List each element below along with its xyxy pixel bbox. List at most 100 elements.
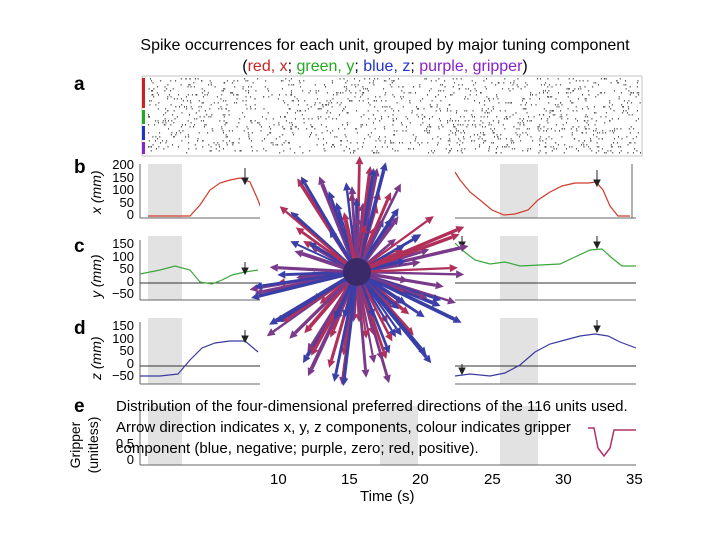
spike <box>223 116 225 118</box>
spike <box>632 152 634 154</box>
x-tick: 25 <box>484 471 501 488</box>
spike <box>326 112 328 114</box>
spike <box>317 138 319 140</box>
spike <box>242 88 244 90</box>
spike <box>242 112 244 114</box>
spike <box>638 92 640 94</box>
spike <box>343 108 345 110</box>
spike <box>485 110 487 112</box>
spike <box>258 122 260 124</box>
spike <box>315 134 317 136</box>
spike <box>204 90 206 92</box>
spike <box>377 78 379 80</box>
spike <box>450 130 452 132</box>
spike <box>421 114 423 116</box>
spike <box>509 102 511 104</box>
spike <box>570 92 572 94</box>
spike <box>186 108 188 110</box>
spike <box>197 140 198 142</box>
spike <box>450 148 452 150</box>
spike <box>285 78 287 80</box>
spike <box>290 92 292 94</box>
spike <box>311 126 313 128</box>
spike <box>598 138 600 140</box>
spike <box>193 82 195 84</box>
spike <box>187 86 189 88</box>
spike <box>627 144 629 146</box>
spike <box>627 106 629 108</box>
spike <box>457 130 459 132</box>
spike <box>232 142 234 144</box>
spike <box>302 152 304 154</box>
spike <box>490 110 492 112</box>
z-trace <box>140 340 259 377</box>
spike <box>318 90 320 92</box>
spike <box>449 140 451 142</box>
spike <box>543 130 545 132</box>
spike <box>576 128 578 130</box>
spike <box>390 140 392 142</box>
spike <box>317 116 319 118</box>
spike <box>403 92 405 94</box>
spike <box>596 146 598 148</box>
spike <box>204 124 206 126</box>
spike <box>510 138 512 140</box>
spike <box>537 78 538 80</box>
spike <box>449 104 451 106</box>
spike <box>504 146 506 148</box>
spike <box>209 108 211 110</box>
spike <box>636 86 638 88</box>
direction-arrowhead <box>327 191 336 200</box>
direction-arrowhead <box>383 374 391 384</box>
spike <box>602 132 604 134</box>
spike <box>597 84 599 86</box>
spike <box>150 78 151 80</box>
spike <box>618 98 620 100</box>
legend-blue-z: blue, z <box>363 58 411 75</box>
spike <box>212 130 214 132</box>
spike <box>154 124 156 126</box>
spike <box>180 84 182 86</box>
spike <box>314 128 316 130</box>
direction-arrowhead <box>297 178 305 188</box>
spike <box>314 84 316 86</box>
spike <box>463 116 465 118</box>
spike <box>611 118 613 120</box>
shade-band <box>500 236 538 300</box>
spike <box>294 126 296 128</box>
spike <box>186 152 188 154</box>
spike <box>571 102 573 104</box>
b-y-ticks: 200 150 100 50 0 <box>112 157 134 222</box>
spike <box>604 92 606 94</box>
spike <box>600 116 602 118</box>
spike <box>532 140 534 142</box>
spike <box>493 132 495 134</box>
spike <box>361 124 363 126</box>
spike <box>492 106 494 108</box>
spike <box>538 152 540 154</box>
spike <box>354 96 356 98</box>
spike <box>239 118 241 120</box>
spike <box>242 86 244 88</box>
spike <box>605 132 607 134</box>
spike <box>580 88 582 90</box>
spike <box>610 150 612 152</box>
spike <box>268 90 270 92</box>
spike <box>214 86 216 88</box>
spike <box>264 86 266 88</box>
spike <box>412 86 414 88</box>
direction-arrow <box>355 169 386 273</box>
spike <box>409 100 411 102</box>
spike <box>383 126 385 128</box>
spike <box>533 116 535 118</box>
spike <box>548 136 550 138</box>
spike <box>289 122 291 124</box>
spike <box>384 110 386 112</box>
spike <box>247 80 249 82</box>
spike <box>430 88 432 90</box>
spike <box>360 126 362 128</box>
spike <box>233 94 235 96</box>
spike <box>549 96 551 98</box>
spike <box>207 92 209 94</box>
spike <box>535 104 537 106</box>
